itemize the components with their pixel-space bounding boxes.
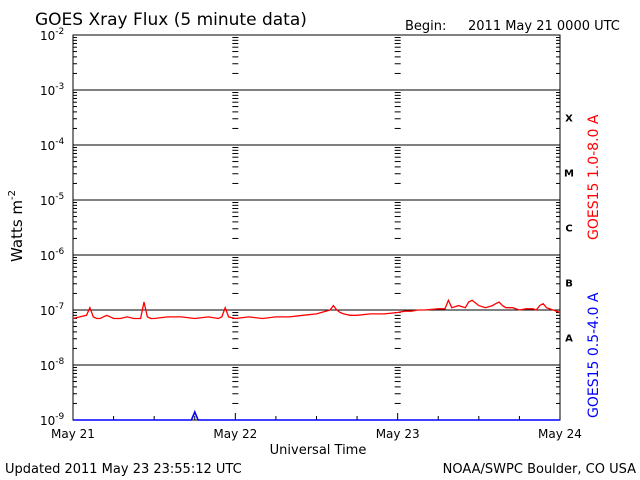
series-line-blue [73,409,560,421]
y-tick-label: 10-8 [40,357,65,373]
y-tick-label: 10-4 [40,137,65,153]
flare-class-labels: X M C B A [564,114,574,345]
x-tick-label: May 22 [213,427,257,441]
y-tick-label: 10-3 [40,82,64,98]
y-tick-labels: 10-2 10-3 10-4 10-5 10-6 10-7 10-8 10-9 [40,27,65,428]
footer-credit: NOAA/SWPC Boulder, CO USA [443,462,636,477]
y-tick-label: 10-2 [40,27,64,43]
grid-lines [73,89,560,366]
x-tick-label: May 23 [376,427,420,441]
legend-red-series: GOES15 1.0-8.0 A [586,114,602,240]
legend-blue-series: GOES15 0.5-4.0 A [586,292,602,418]
y-tick-label: 10-5 [40,192,64,208]
x-tick-label: May 21 [51,427,95,441]
flare-class-label: M [564,169,574,180]
footer-updated: Updated 2011 May 23 23:55:12 UTC [5,462,242,477]
x-tick-labels: May 21 May 22 May 23 May 24 [51,427,582,441]
flare-class-label: B [565,279,573,290]
flare-class-label: A [565,334,573,345]
begin-value: 2011 May 21 0000 UTC [468,19,620,34]
series-line-red [72,298,561,320]
flare-class-label: X [565,114,573,125]
data-series [72,298,561,421]
flare-class-label: C [565,224,572,235]
y-axis-label: Watts m-2 [7,190,26,262]
y-tick-label: 10-9 [40,412,65,428]
x-tick-label: May 24 [538,427,582,441]
plot-frame [72,34,561,421]
chart-title: GOES Xray Flux (5 minute data) [35,10,307,30]
x-axis-label: Universal Time [270,443,367,458]
y-tick-label: 10-6 [40,247,65,263]
y-tick-label: 10-7 [40,302,64,318]
begin-label: Begin: [405,19,446,34]
